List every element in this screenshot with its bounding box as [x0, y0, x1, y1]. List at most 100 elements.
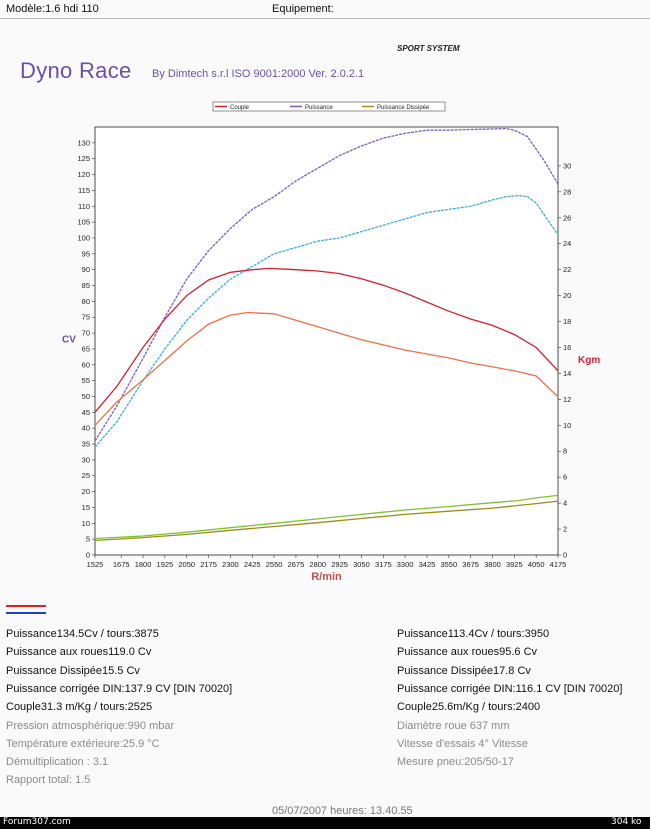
plot-area [94, 126, 559, 556]
legend-label-0: Couple [230, 105, 250, 111]
x-tick-label-21: 4175 [550, 560, 567, 569]
y-right-tick-label-13: 26 [563, 213, 571, 222]
y-left-tick-label-20: 100 [77, 233, 90, 242]
y-left-tick-label-18: 90 [82, 265, 90, 274]
x-tick-label-15: 3425 [419, 560, 436, 569]
result-left-2: Puissance Dissipée15.5 Cv [6, 664, 140, 677]
series-line-0 [94, 127, 559, 442]
result-left-0: Puissance134.5Cv / tours:3875 [6, 628, 159, 640]
y-left-tick-label-8: 40 [82, 424, 90, 433]
result-left-4: Couple31.3 m/Kg / tours:2525 [6, 701, 153, 714]
series-line-3 [94, 311, 559, 426]
result-right-0: Puissance113.4Cv / tours:3950 [397, 628, 550, 640]
footer-date: 05/07/2007 heures: 13.40.55 [272, 805, 413, 817]
result-right-3: Puissance corrigée DIN:116.1 CV [DIN 700… [397, 682, 623, 695]
model-label: Modèle:1.6 hdi 110 [6, 3, 99, 15]
result-left-7: Démultiplication : 3.1 [6, 756, 109, 769]
x-tick-label-18: 3800 [484, 560, 501, 569]
series-line-5 [94, 494, 559, 540]
y-left-tick-label-4: 20 [82, 487, 90, 496]
y-left-tick-label-5: 25 [82, 471, 90, 480]
y-left-tick-label-2: 10 [82, 519, 90, 528]
result-right-6: Vitesse d'essais 4° Vitesse [397, 737, 528, 750]
y-left-tick-label-6: 30 [82, 455, 90, 464]
legend-red-mark [6, 605, 46, 607]
x-tick-label-4: 2050 [178, 560, 195, 569]
y-left-tick-label-12: 60 [82, 360, 90, 369]
y-left-tick-label-24: 120 [77, 170, 90, 179]
x-tick-label-2: 1800 [135, 560, 152, 569]
y-left-tick-label-23: 115 [78, 186, 90, 195]
y-left-tick-label-10: 50 [82, 392, 90, 401]
y-left-tick-label-0: 0 [86, 551, 90, 560]
x-tick-label-17: 3675 [462, 560, 479, 569]
dyno-chart: Couple Puissance Puissance Dissipée 0 5 10 15 2… [62, 101, 600, 583]
result-right-4: Couple25.6m/Kg / tours:2400 [397, 701, 541, 714]
y-left-tick-label-21: 105 [77, 218, 90, 227]
y-right-axis-label: Kgm [578, 355, 600, 366]
y-right-tick-label-11: 22 [563, 265, 571, 274]
y-right-tick-label-1: 2 [563, 525, 567, 534]
result-right-1: Puissance aux roues95.6 Cv [397, 646, 538, 659]
y-left-tick-label-9: 45 [82, 408, 90, 417]
y-right-tick-label-4: 8 [563, 447, 567, 456]
x-tick-label-7: 2425 [244, 560, 261, 569]
y-right-tick-label-8: 16 [563, 343, 571, 352]
y-left-tick-label-26: 130 [77, 138, 90, 147]
y-left-tick-label-1: 5 [86, 535, 90, 544]
x-tick-label-6: 2300 [222, 560, 239, 569]
y-left-tick-label-15: 75 [82, 313, 90, 322]
y-left-tick-label-16: 80 [82, 297, 90, 306]
result-left-1: Puissance aux roues119.0 Cv [6, 646, 152, 659]
y-left-tick-label-19: 95 [82, 249, 90, 258]
y-right-tick-label-2: 4 [563, 499, 567, 508]
result-left-5: Pression atmosphérique:990 mbar [6, 719, 175, 732]
series-line-1 [94, 194, 559, 448]
x-tick-label-16: 3550 [440, 560, 457, 569]
y-right-tick-label-0: 0 [563, 551, 567, 560]
x-tick-label-5: 2175 [200, 560, 217, 569]
y-right-tick-label-9: 18 [563, 317, 571, 326]
result-right-7: Mesure pneu:205/50-17 [397, 756, 514, 769]
x-tick-label-1: 1675 [113, 560, 130, 569]
y-right-tick-label-15: 30 [563, 161, 571, 170]
y-right-tick-label-5: 10 [563, 421, 571, 430]
y-left-tick-label-13: 65 [82, 344, 90, 353]
equipment-label: Equipement: [272, 3, 334, 15]
bottom-bar: Forum307.com 304 ko [0, 817, 650, 829]
result-left-3: Puissance corrigée DIN:137.9 CV [DIN 700… [6, 682, 233, 695]
y-left-tick-label-25: 125 [77, 154, 90, 163]
x-axis-label: R/min [311, 571, 342, 583]
footer-site: Forum307.com [3, 817, 71, 827]
y-right-tick-label-10: 20 [563, 291, 571, 300]
y-left-tick-label-22: 110 [78, 202, 90, 211]
y-left-tick-label-14: 70 [82, 329, 90, 338]
series-line-2 [94, 267, 559, 413]
legend-blue-mark [6, 612, 46, 614]
result-right-5: Diamètre roue 637 mm [397, 719, 510, 732]
x-tick-label-10: 2800 [309, 560, 326, 569]
sport-system-logo: SPORT SYSTEM [397, 44, 460, 53]
y-left-tick-label-17: 85 [82, 281, 90, 290]
result-left-8: Rapport total: 1.5 [6, 774, 91, 787]
x-tick-label-8: 2550 [266, 560, 283, 569]
y-right-tick-label-3: 6 [563, 473, 567, 482]
x-tick-label-20: 4050 [528, 560, 545, 569]
page-title: Dyno Race [20, 58, 132, 83]
byline: By Dimtech s.r.l ISO 9001:2000 Ver. 2.0.… [152, 68, 365, 80]
x-tick-label-19: 3925 [506, 560, 523, 569]
footer-size: 304 ko [611, 817, 642, 827]
header-divider [0, 18, 650, 19]
y-right-tick-label-7: 14 [563, 369, 571, 378]
x-tick-label-11: 2925 [331, 560, 348, 569]
x-tick-label-14: 3300 [397, 560, 414, 569]
y-right-tick-label-14: 28 [563, 187, 571, 196]
legend-box [212, 101, 446, 112]
legend-label-2: Puissance Dissipée [377, 105, 430, 111]
result-left-6: Température extérieure:25.9 °C [6, 737, 160, 750]
y-right-tick-label-12: 24 [563, 239, 571, 248]
x-tick-label-9: 2675 [288, 560, 305, 569]
legend-label-1: Puissance [305, 105, 333, 111]
x-tick-label-3: 1925 [157, 560, 174, 569]
y-left-tick-label-3: 15 [82, 503, 90, 512]
